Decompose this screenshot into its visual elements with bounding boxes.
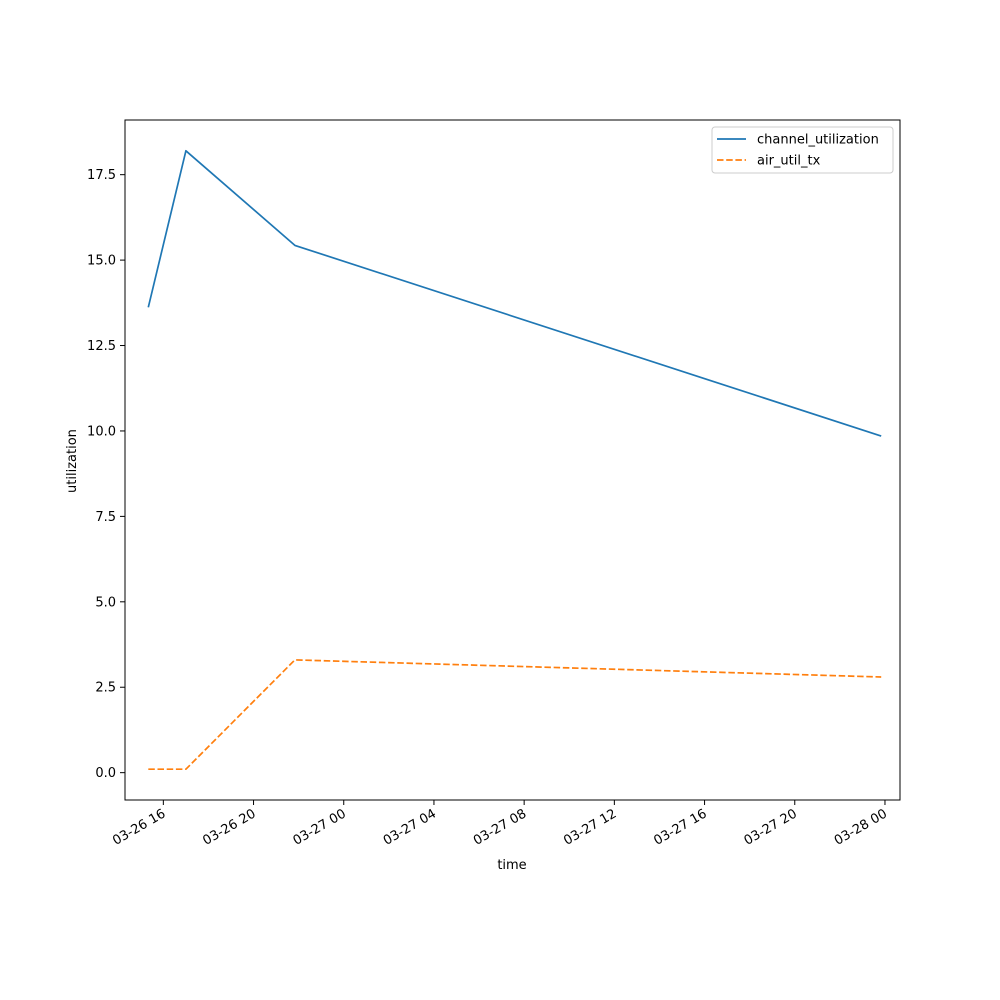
legend-label: air_util_tx [757, 154, 821, 169]
y-tick-label: 5.0 [95, 595, 116, 610]
y-tick-label: 0.0 [95, 766, 116, 781]
y-tick-label: 7.5 [95, 510, 116, 525]
legend-box [711, 126, 894, 174]
x-axis-label: time [497, 858, 526, 873]
y-tick-label: 17.5 [87, 168, 116, 183]
y-axis: 0.0 2.5 5.0 7.5 10.0 12.5 15.0 17.5 [87, 168, 125, 781]
legend: channel_utilization air_util_tx [711, 126, 894, 174]
y-tick-label: 15.0 [87, 254, 116, 269]
series-layer [147, 149, 882, 771]
series-line-air-util-tx [148, 659, 882, 771]
y-tick-label: 2.5 [95, 681, 116, 696]
plot-frame [124, 119, 901, 801]
y-tick-label: 10.0 [87, 424, 116, 439]
y-axis-label: utilization [65, 429, 80, 493]
series-line-channel-utilization [147, 149, 882, 437]
legend-label: channel_utilization [757, 133, 879, 148]
y-tick-label: 12.5 [87, 339, 116, 354]
